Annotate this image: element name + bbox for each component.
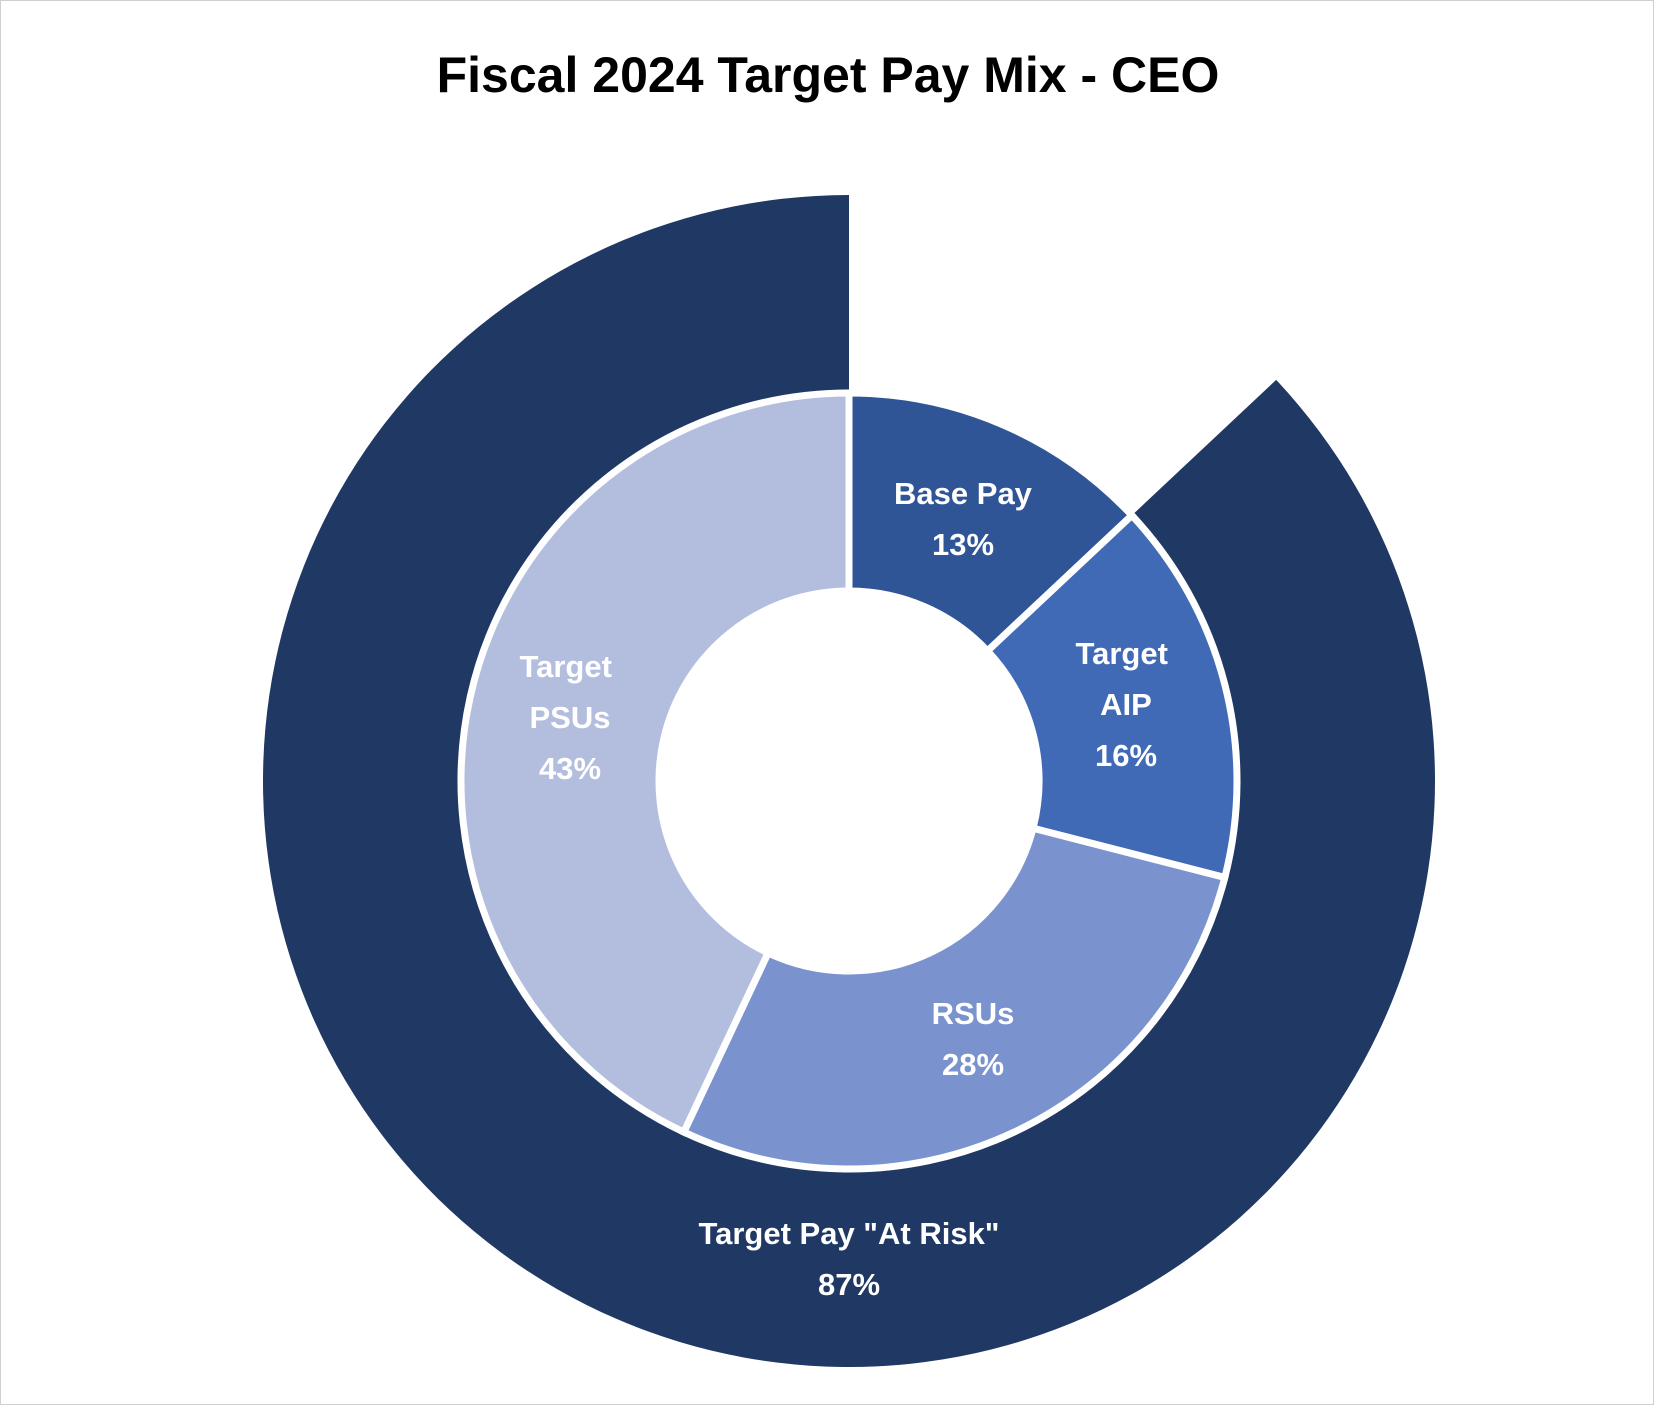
donut-slice <box>982 510 1241 882</box>
outer-label: Target Pay "At Risk" <box>698 1216 999 1251</box>
slice-value-label: 16% <box>1095 738 1157 773</box>
outer-arc <box>263 195 1436 1368</box>
slice-value-label: 13% <box>932 527 994 562</box>
outer-value-label: 87% <box>818 1267 880 1302</box>
chart-title: Fiscal 2024 Target Pay Mix - CEO <box>437 47 1220 103</box>
slice-label: Target AIP <box>1075 636 1176 722</box>
slice-label: RSUs <box>932 996 1015 1031</box>
slice-value-label: 28% <box>942 1047 1004 1082</box>
slice-label: Base Pay <box>894 476 1033 511</box>
slice-label: Target PSUs <box>519 649 620 735</box>
donut-slice <box>457 389 853 1137</box>
donut-slice <box>679 823 1230 1173</box>
donut-slice <box>845 389 1137 656</box>
slice-value-label: 43% <box>539 751 601 786</box>
